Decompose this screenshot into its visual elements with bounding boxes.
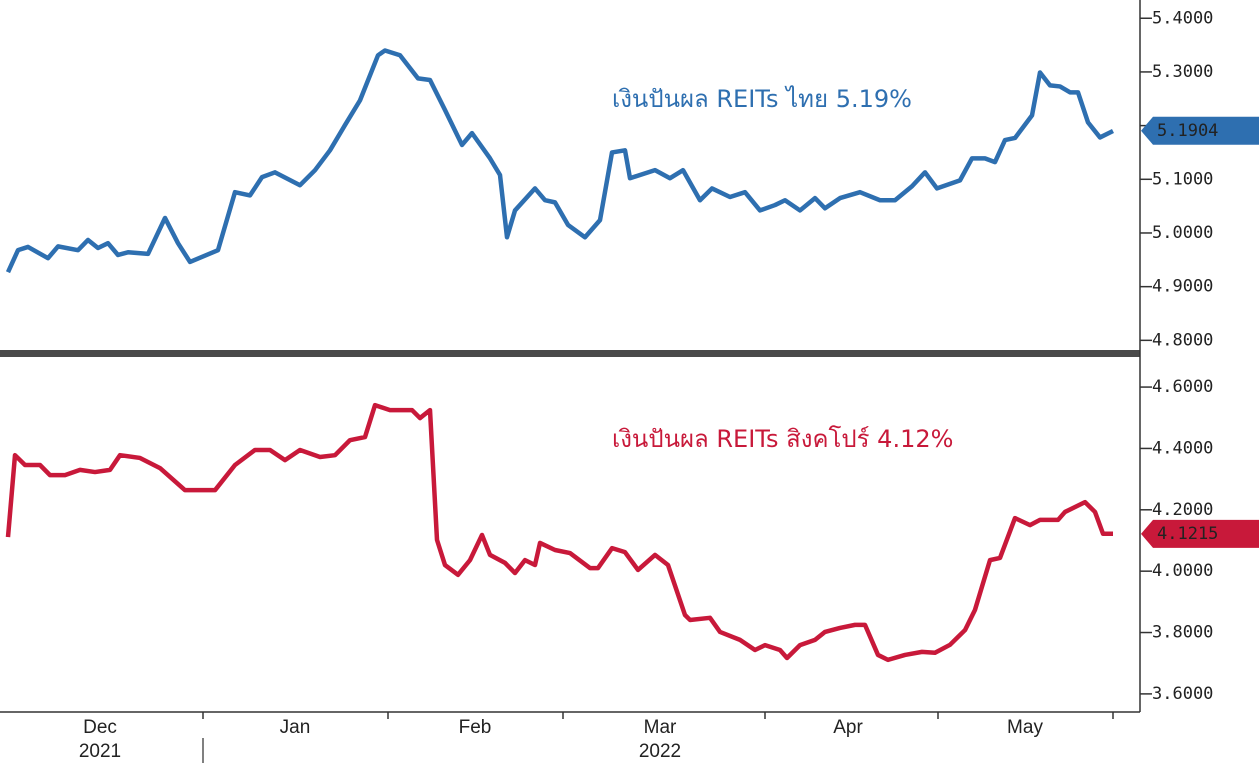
data-line bbox=[5, 48, 1114, 274]
annotation: เงินปันผล REITs สิงคโปร์ 4.12% bbox=[612, 425, 953, 453]
x-tick-label: Mar bbox=[644, 717, 677, 738]
y-tick-label: 4.0000 bbox=[1152, 561, 1213, 581]
y-tick-label: 5.0000 bbox=[1152, 223, 1213, 243]
last-value-label: 4.1215 bbox=[1157, 524, 1218, 544]
y-tick-label: 5.4000 bbox=[1152, 8, 1213, 28]
y-tick-label: 4.2000 bbox=[1152, 500, 1213, 520]
annotation: เงินปันผล REITs ไทย 5.19% bbox=[612, 85, 912, 113]
y-tick-label: 5.1000 bbox=[1152, 169, 1213, 189]
x-year-label: 2021 bbox=[79, 741, 121, 762]
y-tick-label: 4.6000 bbox=[1152, 377, 1213, 397]
last-value-label: 5.1904 bbox=[1157, 121, 1218, 141]
x-tick-label: Dec bbox=[83, 717, 117, 738]
data-line bbox=[5, 402, 1113, 663]
y-tick-label: 3.6000 bbox=[1152, 684, 1213, 704]
last-value-tag bbox=[1141, 116, 1259, 145]
y-tick-label: 4.8000 bbox=[1152, 330, 1213, 350]
y-tick-label: 4.9000 bbox=[1152, 277, 1213, 297]
x-year-label: 2022 bbox=[639, 741, 681, 762]
y-tick-label: 3.8000 bbox=[1152, 623, 1213, 643]
last-value-tag bbox=[1141, 519, 1259, 548]
y-tick-label: 5.3000 bbox=[1152, 62, 1213, 82]
y-tick-label: 4.4000 bbox=[1152, 438, 1213, 458]
x-tick-label: May bbox=[1007, 717, 1043, 738]
x-tick-label: Apr bbox=[833, 717, 863, 738]
x-tick-label: Jan bbox=[280, 717, 311, 738]
x-tick-label: Feb bbox=[459, 717, 492, 738]
panel-divider bbox=[0, 350, 1140, 357]
